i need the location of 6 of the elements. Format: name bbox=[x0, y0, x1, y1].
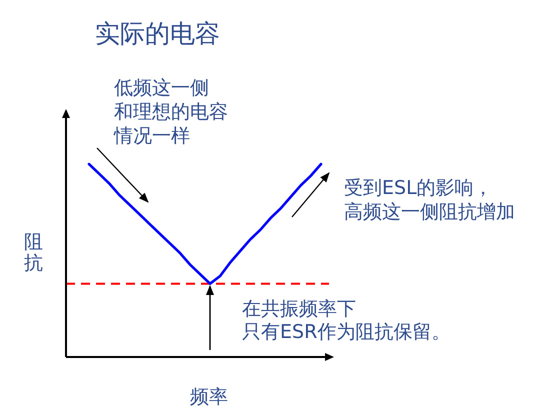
x-axis-title: 频率 bbox=[190, 385, 228, 409]
chart-title: 实际的电容 bbox=[95, 19, 220, 49]
text: 低频这一侧和理想的电容情况一样 bbox=[114, 76, 228, 148]
y-axis-title: 阻抗 bbox=[24, 231, 43, 274]
annotation: 在共振频率下只有ESR作为阻抗保留。 bbox=[242, 298, 450, 344]
text: 受到ESL的影响，高频这一侧阻抗增加 bbox=[344, 176, 515, 224]
